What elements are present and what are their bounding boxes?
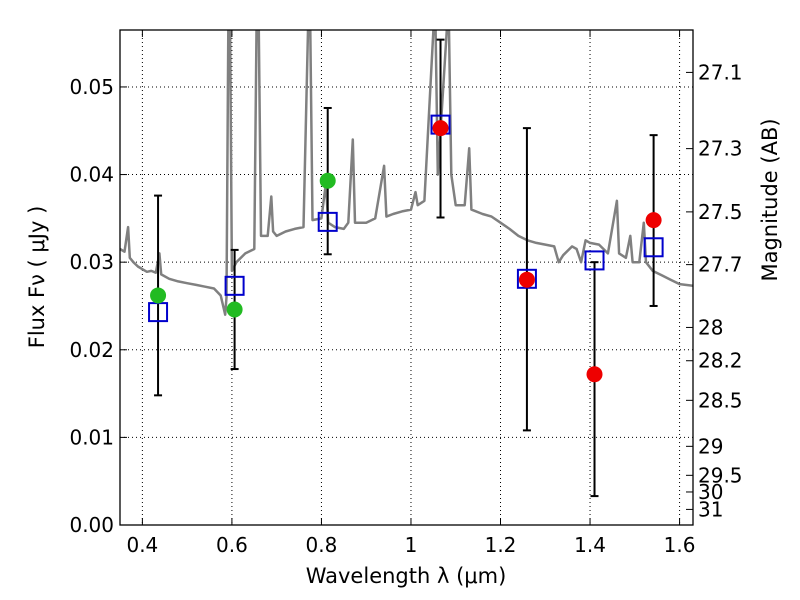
y2-tick-label: 29 [698,434,723,458]
y-tick-label: 0.04 [69,163,114,187]
x-tick-label: 0.8 [306,533,338,557]
y-tick-label: 0.03 [69,250,114,274]
green-circle-marker [319,172,336,189]
y-tick-label: 0.01 [69,425,114,449]
y2-tick-label: 27.1 [698,60,743,84]
x-tick-label: 0.4 [126,533,158,557]
green-circle-marker [150,287,167,304]
y2-axis-label: Magnitude (AB) [758,118,782,281]
y2-tick-label: 28.2 [698,349,743,373]
model-square-marker [516,268,537,289]
y2-tick-label: 27.7 [698,253,743,277]
x-tick-label: 1.2 [485,533,517,557]
y2-tick-label: 27.5 [698,200,743,224]
plot-frame [119,29,694,526]
y-axis-label: Flux Fν ( μJy ) [25,206,49,349]
red-circle-marker [518,271,535,288]
axis-ticks: 0.4 0.6 0.8 1 1.2 1.4 1.6 0.00 0.01 0.02 0.03 0.04 0… [69,30,743,557]
green-circle-marker [226,301,243,318]
y2-tick-label: 31 [698,497,723,521]
model-square-marker [643,237,664,258]
y2-tick-label: 28 [698,315,723,339]
red-circle-marker [645,212,662,229]
red-circle-marker [586,366,603,383]
plot-data [120,30,693,498]
x-axis-label: Wavelength λ (μm) [306,564,507,588]
spectrum-line [120,30,693,316]
model-square-marker [224,275,245,296]
y2-tick-label: 28.5 [698,388,743,412]
x-tick-label: 1.4 [574,533,606,557]
x-tick-label: 1.6 [664,533,696,557]
y2-tick-label: 27.3 [698,137,743,161]
model-square-marker [317,211,338,232]
y-tick-label: 0.00 [69,513,114,537]
y-tick-label: 0.02 [69,338,114,362]
x-tick-label: 0.6 [216,533,248,557]
grid [120,30,693,526]
x-tick-label: 1 [405,533,418,557]
y2-tick-label: 30 [698,480,723,504]
red-circle-marker [432,120,449,137]
y-tick-label: 0.05 [69,75,114,99]
y2-tick-label: 29.5 [698,463,743,487]
model-square-marker [584,250,605,271]
